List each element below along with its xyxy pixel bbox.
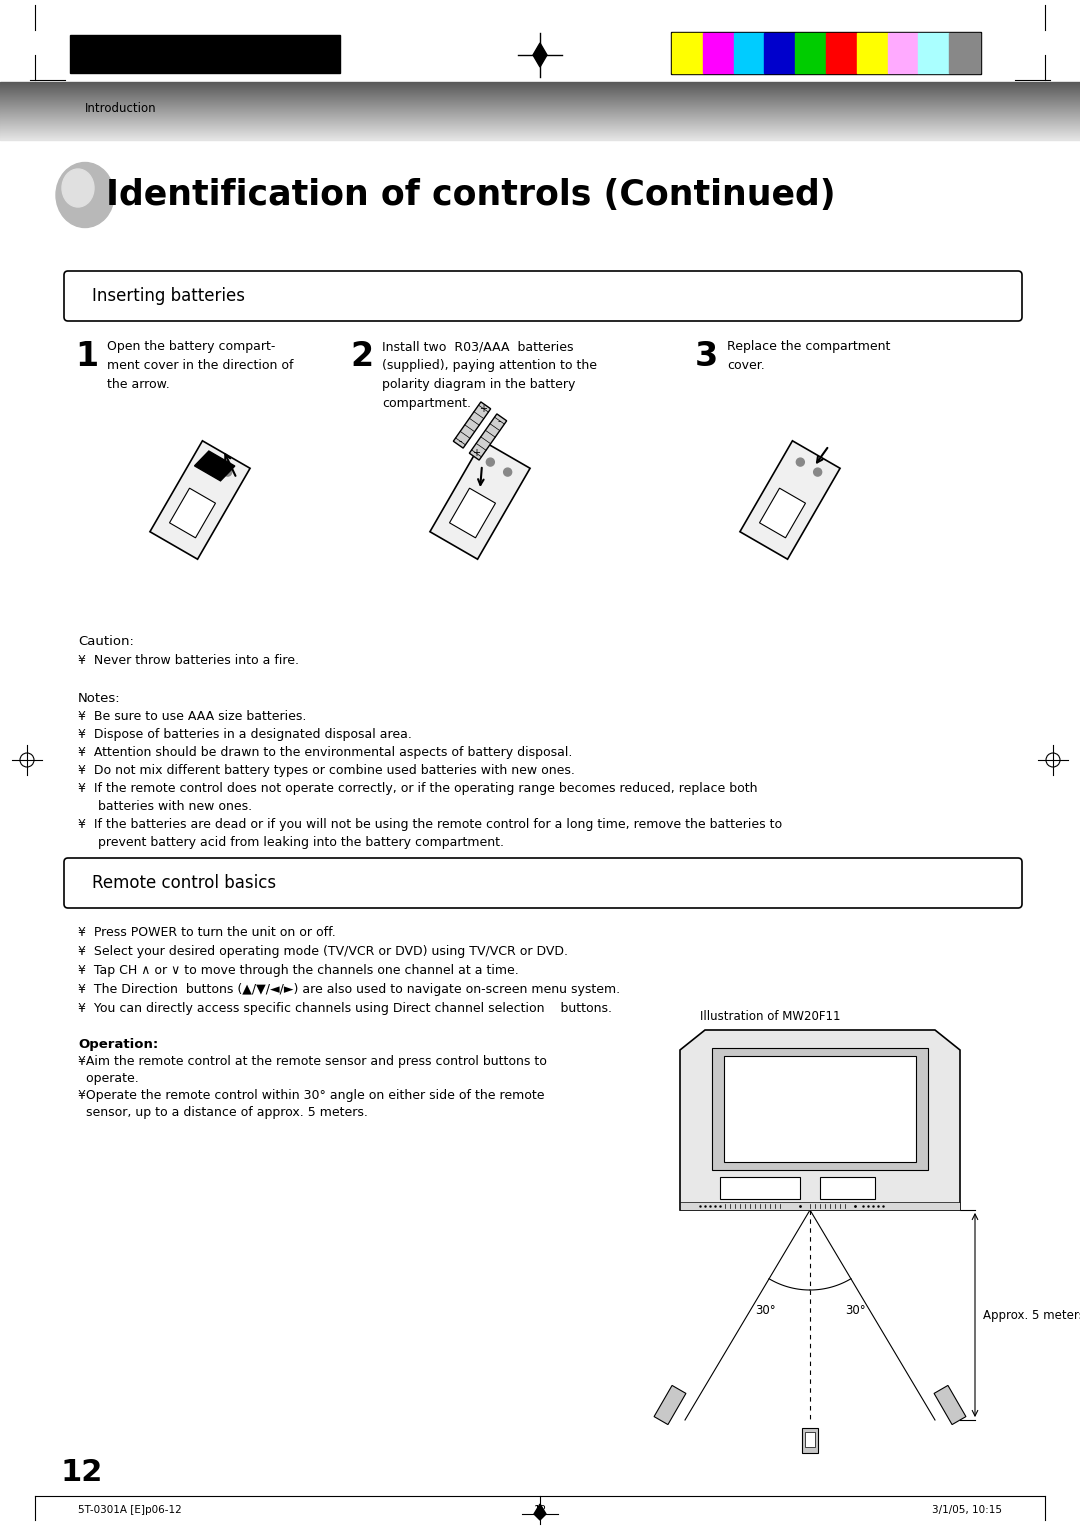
Bar bbox=[795, 34, 826, 73]
Polygon shape bbox=[454, 402, 490, 448]
Text: Introduction: Introduction bbox=[85, 101, 157, 115]
Polygon shape bbox=[680, 1030, 960, 1210]
Bar bbox=[888, 34, 918, 73]
Circle shape bbox=[503, 468, 512, 477]
Polygon shape bbox=[150, 440, 251, 559]
Text: ¥  Attention should be drawn to the environmental aspects of battery disposal.: ¥ Attention should be drawn to the envir… bbox=[78, 746, 572, 759]
Bar bbox=[765, 34, 795, 73]
Text: 2: 2 bbox=[350, 341, 373, 373]
Text: prevent battery acid from leaking into the battery compartment.: prevent battery acid from leaking into t… bbox=[78, 836, 504, 850]
Ellipse shape bbox=[62, 170, 94, 206]
Text: Install two  R03/AAA  batteries
(supplied), paying attention to the
polarity dia: Install two R03/AAA batteries (supplied)… bbox=[382, 341, 597, 410]
Circle shape bbox=[206, 458, 214, 466]
Text: ¥Operate the remote control within 30° angle on either side of the remote: ¥Operate the remote control within 30° a… bbox=[78, 1089, 544, 1102]
Bar bbox=[949, 34, 980, 73]
Text: 12: 12 bbox=[60, 1458, 103, 1487]
Text: ¥  If the remote control does not operate correctly, or if the operating range b: ¥ If the remote control does not operate… bbox=[78, 782, 757, 795]
Bar bbox=[672, 34, 703, 73]
Text: Caution:: Caution: bbox=[78, 636, 134, 648]
Bar bbox=[720, 1177, 800, 1199]
Text: batteries with new ones.: batteries with new ones. bbox=[78, 801, 252, 813]
Text: -: - bbox=[459, 437, 462, 446]
Text: 30°: 30° bbox=[755, 1303, 775, 1317]
FancyBboxPatch shape bbox=[64, 270, 1022, 321]
Bar bbox=[671, 32, 981, 73]
Text: Replace the compartment
cover.: Replace the compartment cover. bbox=[727, 341, 890, 371]
Text: ¥  You can directly access specific channels using Direct channel selection    b: ¥ You can directly access specific chann… bbox=[78, 1002, 612, 1015]
Bar bbox=[802, 1429, 818, 1453]
Text: 3: 3 bbox=[696, 341, 718, 373]
Text: +: + bbox=[473, 448, 481, 458]
Text: ¥  Be sure to use AAA size batteries.: ¥ Be sure to use AAA size batteries. bbox=[78, 711, 307, 723]
Text: Remote control basics: Remote control basics bbox=[92, 874, 276, 892]
Text: Operation:: Operation: bbox=[78, 1038, 159, 1051]
Text: ¥  The Direction  buttons (▲/▼/◄/►) are also used to navigate on-screen menu sys: ¥ The Direction buttons (▲/▼/◄/►) are al… bbox=[78, 983, 620, 996]
Polygon shape bbox=[759, 487, 806, 538]
Text: ¥  Press POWER to turn the unit on or off.: ¥ Press POWER to turn the unit on or off… bbox=[78, 926, 336, 940]
Circle shape bbox=[224, 468, 232, 477]
Bar bbox=[724, 1056, 916, 1161]
Text: Illustration of MW20F11: Illustration of MW20F11 bbox=[700, 1010, 840, 1024]
Text: 5T-0301A [E]p06-12: 5T-0301A [E]p06-12 bbox=[78, 1505, 181, 1514]
Polygon shape bbox=[170, 487, 216, 538]
Circle shape bbox=[796, 458, 805, 466]
Polygon shape bbox=[449, 487, 496, 538]
Ellipse shape bbox=[56, 162, 114, 228]
Bar bbox=[712, 1048, 928, 1170]
Text: operate.: operate. bbox=[78, 1073, 138, 1085]
Text: ¥Aim the remote control at the remote sensor and press control buttons to: ¥Aim the remote control at the remote se… bbox=[78, 1054, 546, 1068]
Text: Identification of controls (Continued): Identification of controls (Continued) bbox=[106, 177, 836, 212]
Text: Open the battery compart-
ment cover in the direction of
the arrow.: Open the battery compart- ment cover in … bbox=[107, 341, 294, 391]
Bar bbox=[70, 35, 340, 73]
Bar bbox=[733, 34, 765, 73]
Bar bbox=[820, 1177, 875, 1199]
Bar bbox=[805, 1432, 815, 1447]
Text: ¥  Do not mix different battery types or combine used batteries with new ones.: ¥ Do not mix different battery types or … bbox=[78, 764, 575, 778]
Text: ¥  Never throw batteries into a fire.: ¥ Never throw batteries into a fire. bbox=[78, 654, 299, 668]
Bar bbox=[703, 34, 733, 73]
Polygon shape bbox=[194, 451, 234, 481]
Bar bbox=[856, 34, 888, 73]
Bar bbox=[918, 34, 949, 73]
Text: ¥  Dispose of batteries in a designated disposal area.: ¥ Dispose of batteries in a designated d… bbox=[78, 727, 411, 741]
Text: sensor, up to a distance of approx. 5 meters.: sensor, up to a distance of approx. 5 me… bbox=[78, 1106, 368, 1118]
Bar bbox=[680, 1203, 960, 1210]
Circle shape bbox=[486, 458, 495, 466]
Text: 12: 12 bbox=[534, 1505, 546, 1514]
Polygon shape bbox=[534, 1504, 546, 1520]
Text: -: - bbox=[498, 416, 501, 426]
Polygon shape bbox=[430, 440, 530, 559]
Text: ¥  Tap CH ∧ or ∨ to move through the channels one channel at a time.: ¥ Tap CH ∧ or ∨ to move through the chan… bbox=[78, 964, 518, 976]
Text: +: + bbox=[480, 403, 487, 414]
Text: 3/1/05, 10:15: 3/1/05, 10:15 bbox=[932, 1505, 1002, 1514]
Text: ¥  If the batteries are dead or if you will not be using the remote control for : ¥ If the batteries are dead or if you wi… bbox=[78, 817, 782, 831]
Polygon shape bbox=[470, 414, 507, 460]
Circle shape bbox=[813, 468, 822, 477]
Polygon shape bbox=[534, 43, 546, 67]
Polygon shape bbox=[740, 440, 840, 559]
Text: Approx. 5 meters: Approx. 5 meters bbox=[983, 1308, 1080, 1322]
Text: Inserting batteries: Inserting batteries bbox=[92, 287, 245, 306]
FancyBboxPatch shape bbox=[64, 859, 1022, 908]
Bar bbox=[826, 34, 856, 73]
Polygon shape bbox=[934, 1386, 966, 1424]
Text: 30°: 30° bbox=[845, 1303, 865, 1317]
Text: Notes:: Notes: bbox=[78, 692, 121, 704]
Text: ¥  Select your desired operating mode (TV/VCR or DVD) using TV/VCR or DVD.: ¥ Select your desired operating mode (TV… bbox=[78, 944, 568, 958]
Text: 1: 1 bbox=[75, 341, 98, 373]
Polygon shape bbox=[654, 1386, 686, 1424]
